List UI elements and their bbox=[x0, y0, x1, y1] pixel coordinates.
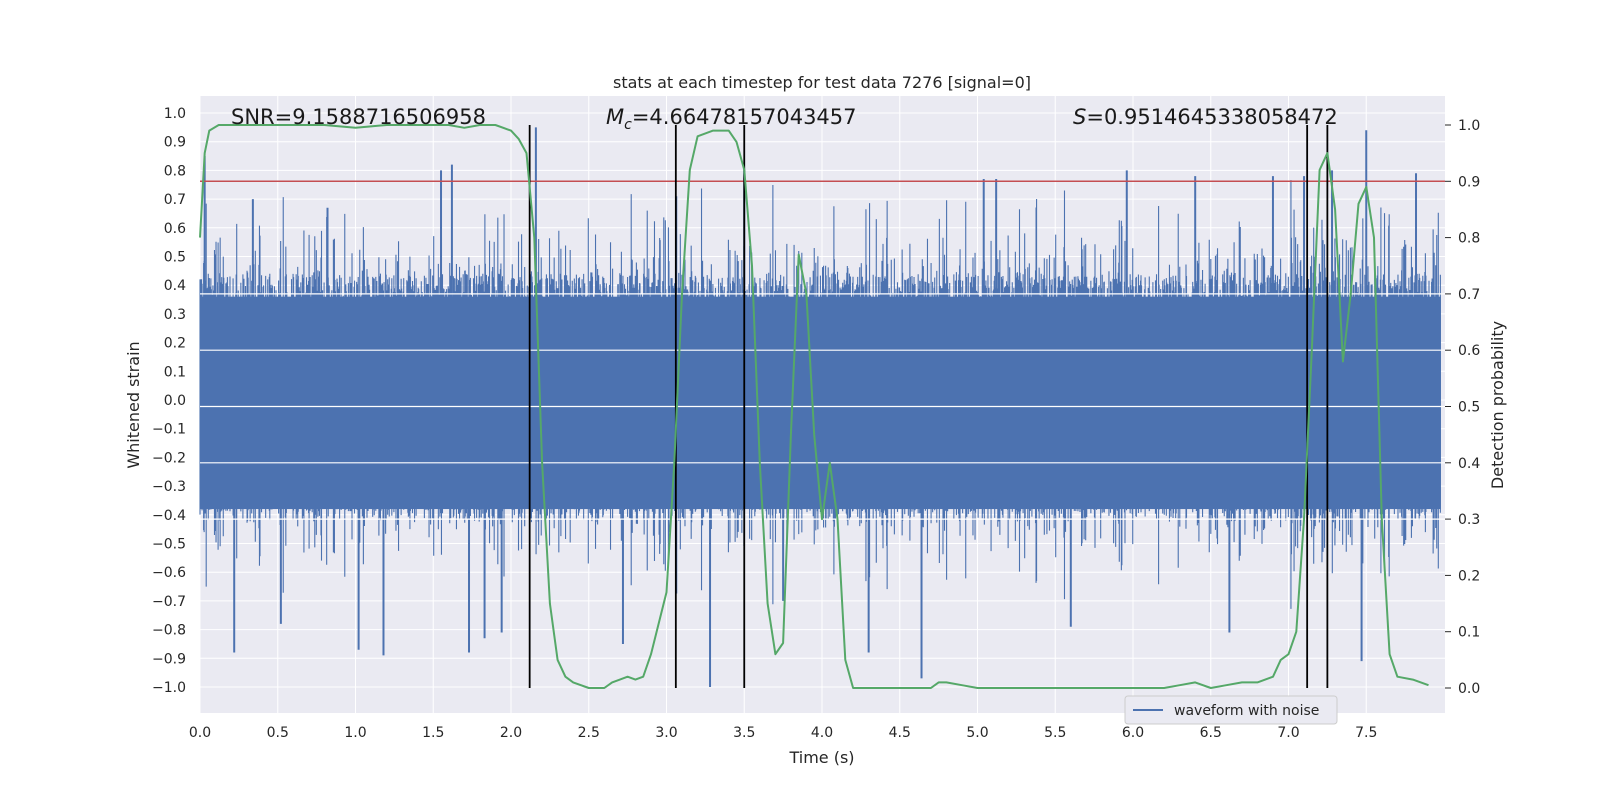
y-tick-label-right: 0.2 bbox=[1458, 568, 1480, 584]
y-tick-label-left: 0.7 bbox=[164, 192, 186, 208]
score-value: =0.9514645338058472 bbox=[1086, 105, 1337, 129]
y-tick-label-left: −0.3 bbox=[152, 479, 186, 495]
snr-annotation: SNR=9.1588716506958 bbox=[231, 105, 486, 129]
y-tick-label-left: −0.9 bbox=[152, 651, 186, 667]
y-tick-label-left: −0.1 bbox=[152, 422, 186, 438]
y-tick-label-right: 0.8 bbox=[1458, 231, 1480, 247]
x-tick-label: 5.0 bbox=[966, 725, 988, 741]
chirp-mass-value: =4.66478157043457 bbox=[632, 105, 857, 129]
y-tick-label-right: 0.5 bbox=[1458, 400, 1480, 416]
x-tick-label: 4.0 bbox=[811, 725, 833, 741]
y-axis-label-right: Detection probability bbox=[1488, 321, 1507, 489]
y-tick-label-right: 0.9 bbox=[1458, 174, 1480, 190]
x-tick-label: 3.0 bbox=[655, 725, 677, 741]
chart-title: stats at each timestep for test data 727… bbox=[613, 73, 1031, 92]
y-tick-label-left: 0.2 bbox=[164, 336, 186, 352]
x-tick-label: 6.5 bbox=[1200, 725, 1222, 741]
legend: waveform with noise bbox=[1124, 695, 1338, 725]
detection-probability-series bbox=[199, 124, 1429, 689]
y-tick-label-left: −0.8 bbox=[152, 623, 186, 639]
y-tick-label-left: 0.9 bbox=[164, 135, 186, 151]
waveform-series bbox=[199, 127, 1441, 687]
y-tick-label-left: 0.3 bbox=[164, 307, 186, 323]
x-tick-label: 1.0 bbox=[344, 725, 366, 741]
detection-probability-line bbox=[199, 124, 1429, 689]
y-tick-label-left: 0.4 bbox=[164, 278, 186, 294]
x-ticks: 0.0 0.5 1.0 1.5 2.0 2.5 3.0 3.5 4.0 4.5 5.0 5.5 6.0 6… bbox=[189, 725, 1378, 741]
y-ticks-left: 1.0 0.9 0.8 0.7 0.6 0.5 0.4 0.3 0.2 0.1 0.0 −0.1 −0.… bbox=[152, 106, 186, 696]
x-tick-label: 6.0 bbox=[1122, 725, 1144, 741]
vertical-lines bbox=[528, 125, 1329, 688]
y-tick-label-left: −1.0 bbox=[152, 680, 186, 696]
y-tick-label-right: 0.7 bbox=[1458, 287, 1480, 303]
y-tick-label-left: −0.4 bbox=[152, 508, 186, 524]
chirp-mass-symbol: M bbox=[606, 105, 624, 129]
score-annotation: S=0.9514645338058472 bbox=[1073, 105, 1338, 129]
x-tick-label: 3.5 bbox=[733, 725, 755, 741]
x-tick-label: 0.5 bbox=[267, 725, 289, 741]
x-tick-label: 2.0 bbox=[500, 725, 522, 741]
chirp-mass-subscript: c bbox=[624, 117, 632, 133]
x-tick-label: 1.5 bbox=[422, 725, 444, 741]
y-tick-label-left: 0.8 bbox=[164, 163, 186, 179]
y-tick-label-left: 0.1 bbox=[164, 364, 186, 380]
y-tick-label-right: 0.3 bbox=[1458, 512, 1480, 528]
x-tick-label: 0.0 bbox=[189, 725, 211, 741]
y-tick-label-right: 0.4 bbox=[1458, 456, 1480, 472]
y-tick-label-left: 0.0 bbox=[164, 393, 186, 409]
waveform-core-band bbox=[200, 296, 1441, 510]
y-tick-label-left: 0.6 bbox=[164, 221, 186, 237]
x-axis-label: Time (s) bbox=[788, 748, 854, 767]
y-axis-label-left: Whitened strain bbox=[124, 341, 143, 468]
x-tick-label: 7.0 bbox=[1277, 725, 1299, 741]
y-tick-label-left: −0.2 bbox=[152, 450, 186, 466]
y-tick-label-left: −0.5 bbox=[152, 537, 186, 553]
legend-label: waveform with noise bbox=[1174, 703, 1319, 719]
x-tick-label: 5.5 bbox=[1044, 725, 1066, 741]
y-ticks-right: 1.0 0.9 0.8 0.7 0.6 0.5 0.4 0.3 0.2 0.1 0.0 bbox=[1445, 118, 1480, 697]
chirp-mass-annotation: Mc=4.66478157043457 bbox=[606, 105, 857, 133]
waveform-hlines bbox=[200, 293, 1445, 520]
score-symbol: S bbox=[1073, 105, 1086, 129]
y-tick-label-left: 0.5 bbox=[164, 250, 186, 266]
y-tick-label-right: 1.0 bbox=[1458, 118, 1480, 134]
y-tick-label-left: −0.6 bbox=[152, 565, 186, 581]
y-tick-label-right: 0.0 bbox=[1458, 681, 1480, 697]
x-tick-label: 7.5 bbox=[1355, 725, 1377, 741]
y-tick-label-left: −0.7 bbox=[152, 594, 186, 610]
y-tick-label-left: 1.0 bbox=[164, 106, 186, 122]
y-tick-label-right: 0.1 bbox=[1458, 625, 1480, 641]
x-tick-label: 4.5 bbox=[889, 725, 911, 741]
legend-box bbox=[1124, 695, 1338, 725]
y-tick-label-right: 0.6 bbox=[1458, 343, 1480, 359]
x-tick-label: 2.5 bbox=[578, 725, 600, 741]
